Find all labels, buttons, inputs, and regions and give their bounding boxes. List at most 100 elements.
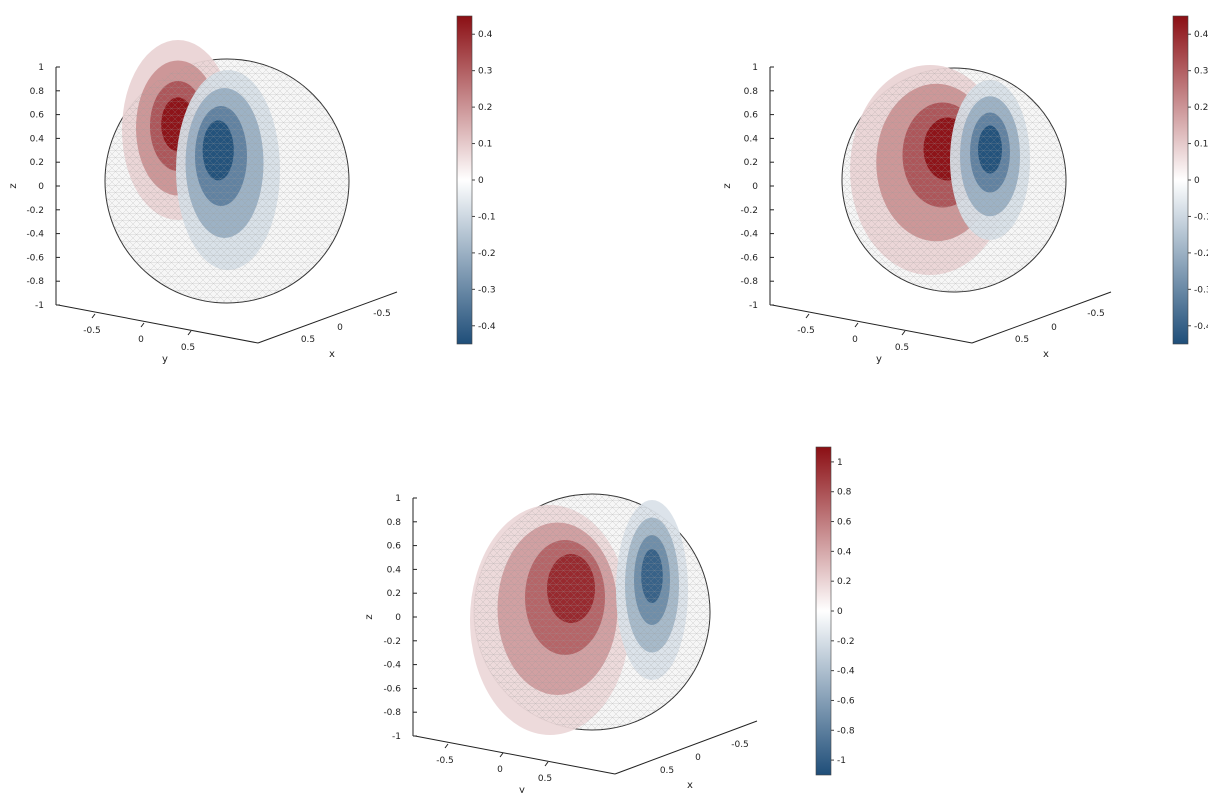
colorbar-gradient bbox=[1172, 15, 1189, 345]
colorbar: 0.4 0.3 0.2 0.1 0 -0.1 -0.2 -0.3 -0.4 bbox=[456, 15, 496, 345]
colorbar-tick-label: 0.1 bbox=[478, 140, 492, 150]
z-tick-label: 0.4 bbox=[30, 134, 45, 144]
z-tick-label: 1 bbox=[38, 63, 44, 73]
z-tick-label: -0.8 bbox=[740, 277, 758, 287]
z-tick-label: 0.8 bbox=[387, 518, 402, 528]
colorbar-tick-label: 0.2 bbox=[837, 577, 851, 587]
z-tick-label: -0.4 bbox=[26, 230, 44, 240]
x-tick-label: 0 bbox=[695, 753, 701, 763]
z-tick-label: -0.4 bbox=[383, 661, 401, 671]
z-tick-label: 0.6 bbox=[30, 111, 45, 121]
y-tick-mark bbox=[544, 761, 549, 767]
y-axis-label: y bbox=[162, 354, 168, 365]
plot-panel-3: 1 0.8 0.6 0.4 0.2 0 -0.2 -0.4 -0.6 -0.8 -1 z -0.5 0 0.… bbox=[364, 446, 855, 793]
y-axis-line bbox=[771, 304, 973, 344]
z-tick-label: -0.6 bbox=[26, 253, 44, 263]
x-axis-label: x bbox=[329, 349, 335, 360]
colorbar-tick-label: 0.2 bbox=[1194, 103, 1208, 113]
y-tick-label: -0.5 bbox=[797, 326, 815, 336]
y-axis-line bbox=[414, 735, 616, 775]
colorbar-tick-label: 0.4 bbox=[1194, 30, 1208, 40]
x-tick-label: -0.5 bbox=[731, 740, 749, 750]
z-tick-label: 0.4 bbox=[744, 134, 759, 144]
y-tick-label: 0 bbox=[497, 765, 503, 775]
z-tick-label: 1 bbox=[752, 63, 758, 73]
colorbar-tick-label: 0 bbox=[837, 607, 843, 617]
z-axis-label: z bbox=[8, 183, 19, 188]
z-tick-label: -0.2 bbox=[740, 206, 758, 216]
x-axis-line bbox=[971, 291, 1112, 344]
y-axis-label: y bbox=[876, 354, 882, 365]
sphere-mesh bbox=[105, 59, 349, 303]
colorbar: 1 0.8 0.6 0.4 0.2 0 -0.2 -0.4 -0.6 -0.8 -1 bbox=[815, 446, 855, 776]
z-tick-label: 0.6 bbox=[387, 542, 402, 552]
colorbar-gradient bbox=[815, 446, 832, 776]
colorbar-tick-label: -0.6 bbox=[837, 696, 855, 706]
x-axis-label: x bbox=[687, 780, 693, 791]
colorbar-tick-label: -0.3 bbox=[1194, 285, 1208, 295]
z-tick-label: 0 bbox=[38, 182, 44, 192]
sphere-mesh bbox=[842, 68, 1066, 292]
colorbar-gradient bbox=[456, 15, 473, 345]
x-axis-label: x bbox=[1043, 349, 1049, 360]
z-tick-label: 0 bbox=[395, 613, 401, 623]
colorbar: 0.4 0.3 0.2 0.1 0 -0.1 -0.2 -0.3 -0.4 bbox=[1172, 15, 1208, 345]
colorbar-tick-label: 0.6 bbox=[837, 518, 852, 528]
y-tick-label: -0.5 bbox=[436, 756, 454, 766]
x-tick-label: 0.5 bbox=[1015, 335, 1029, 345]
z-tick-label: -0.6 bbox=[383, 684, 401, 694]
y-tick-mark bbox=[901, 330, 906, 336]
colorbar-tick-label: -1 bbox=[837, 756, 846, 766]
colorbar-tick-label: -0.4 bbox=[478, 322, 496, 332]
z-tick-label: 0.6 bbox=[744, 111, 759, 121]
y-tick-label: 0 bbox=[138, 335, 144, 345]
z-tick-label: -0.8 bbox=[383, 708, 401, 718]
z-tick-label: -0.6 bbox=[740, 253, 758, 263]
z-tick-label: -0.8 bbox=[26, 277, 44, 287]
x-tick-label: 0 bbox=[1051, 323, 1057, 333]
y-tick-mark bbox=[187, 330, 192, 336]
y-axis-label: y bbox=[519, 785, 525, 793]
x-tick-label: 0.5 bbox=[301, 335, 315, 345]
colorbar-tick-label: -0.2 bbox=[478, 249, 496, 259]
y-tick-mark bbox=[91, 313, 96, 319]
z-tick-label: 0.8 bbox=[744, 87, 759, 97]
y-tick-mark bbox=[854, 322, 859, 328]
y-tick-label: 0.5 bbox=[538, 774, 552, 784]
x-tick-label: -0.5 bbox=[373, 309, 391, 319]
colorbar-tick-label: -0.4 bbox=[837, 667, 855, 677]
z-tick-label: 0.2 bbox=[387, 589, 401, 599]
x-axis-line bbox=[614, 720, 758, 775]
colorbar-tick-label: -0.2 bbox=[837, 637, 855, 647]
z-tick-label: -0.2 bbox=[26, 206, 44, 216]
colorbar-tick-label: -0.1 bbox=[478, 212, 496, 222]
z-tick-label: 0 bbox=[752, 182, 758, 192]
colorbar-tick-label: 0.3 bbox=[1194, 67, 1208, 77]
colorbar-tick-label: 0.2 bbox=[478, 103, 492, 113]
y-tick-label: 0.5 bbox=[895, 343, 909, 353]
y-tick-mark bbox=[805, 313, 810, 319]
y-tick-mark bbox=[499, 752, 504, 758]
colorbar-tick-label: -0.1 bbox=[1194, 212, 1208, 222]
y-tick-mark bbox=[140, 322, 145, 328]
colorbar-tick-label: 0.4 bbox=[837, 547, 852, 557]
z-tick-label: -1 bbox=[392, 732, 401, 742]
y-tick-label: 0 bbox=[852, 335, 858, 345]
z-tick-label: 0.4 bbox=[387, 565, 402, 575]
y-tick-mark bbox=[444, 743, 449, 749]
colorbar-tick-label: 1 bbox=[837, 458, 843, 468]
z-axis-label: z bbox=[722, 183, 733, 188]
sphere-mesh bbox=[474, 494, 710, 730]
z-tick-label: 0.2 bbox=[744, 158, 758, 168]
colorbar-tick-label: 0 bbox=[478, 176, 484, 186]
y-axis-line bbox=[57, 304, 259, 344]
z-tick-label: 0.8 bbox=[30, 87, 45, 97]
colorbar-tick-label: 0.1 bbox=[1194, 140, 1208, 150]
plot-panel-2: 10.80.60.40.20-0.2-0.4-0.6-0.8-1z-0.500.… bbox=[722, 15, 1208, 365]
y-tick-label: -0.5 bbox=[83, 326, 101, 336]
z-tick-label: 0.2 bbox=[30, 158, 44, 168]
colorbar-tick-label: -0.2 bbox=[1194, 249, 1208, 259]
plot-panel-1: 10.80.60.40.20-0.2-0.4-0.6-0.8-1z-0.500.… bbox=[8, 15, 496, 365]
x-tick-label: 0.5 bbox=[660, 766, 674, 776]
